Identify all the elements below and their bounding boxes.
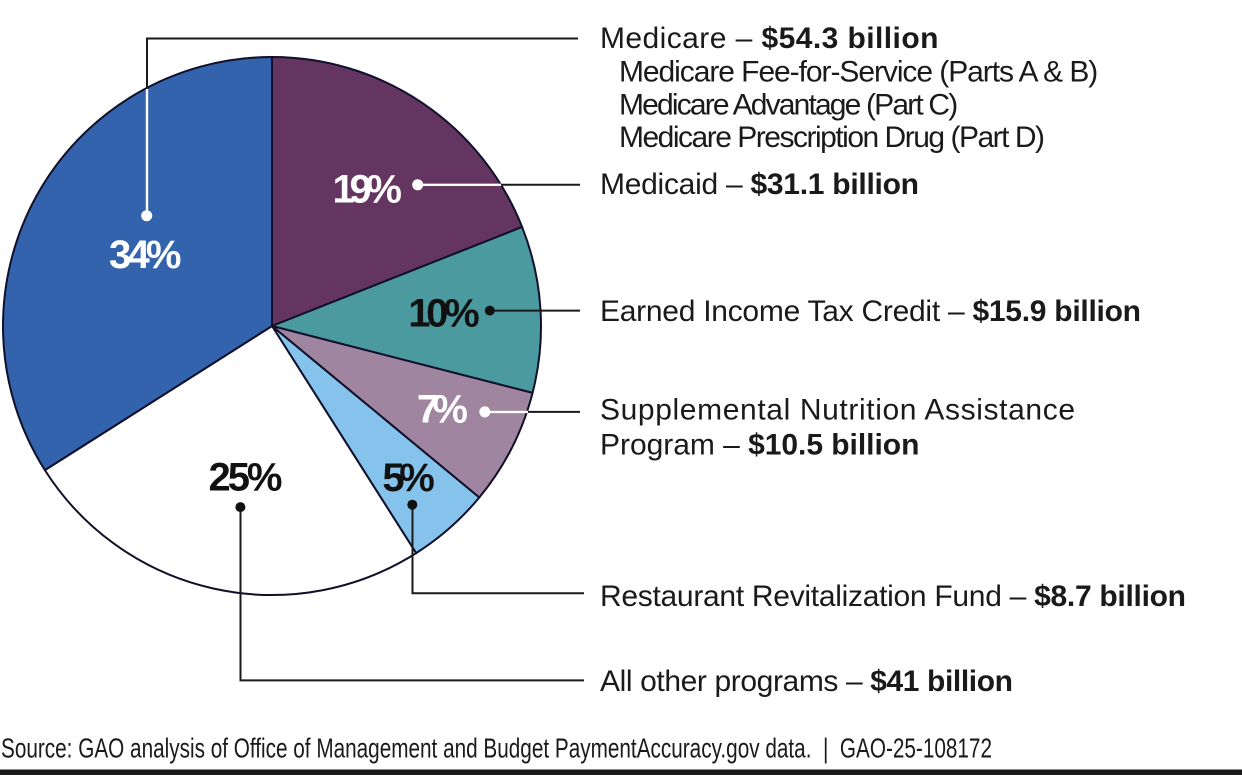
svg-text:19%: 19% xyxy=(333,167,403,211)
svg-text:Supplemental Nutrition Assista: Supplemental Nutrition Assistance xyxy=(600,394,1075,427)
svg-text:Program – $10.5 billion: Program – $10.5 billion xyxy=(600,428,919,461)
svg-text:34%: 34% xyxy=(109,233,182,277)
svg-text:Medicare Prescription Drug (Pa: Medicare Prescription Drug (Part D) xyxy=(619,121,1045,154)
svg-text:Medicare – $54.3 billion: Medicare – $54.3 billion xyxy=(600,22,938,55)
svg-text:25%: 25% xyxy=(209,456,283,500)
svg-text:Source: GAO analysis of Office: Source: GAO analysis of Office of Manage… xyxy=(1,733,992,764)
svg-text:7%: 7% xyxy=(417,388,468,432)
svg-text:All other programs – $41 billi: All other programs – $41 billion xyxy=(600,665,1013,698)
svg-text:10%: 10% xyxy=(408,291,480,335)
svg-text:Medicaid – $31.1 billion: Medicaid – $31.1 billion xyxy=(600,168,919,201)
svg-text:Medicare Fee-for-Service (Part: Medicare Fee-for-Service (Parts A & B) xyxy=(619,56,1098,89)
svg-text:Earned Income Tax Credit – $15: Earned Income Tax Credit – $15.9 billion xyxy=(600,295,1141,328)
svg-text:5%: 5% xyxy=(382,456,434,500)
svg-text:Medicare Advantage (Part C): Medicare Advantage (Part C) xyxy=(619,89,958,122)
svg-text:Restaurant Revitalization Fund: Restaurant Revitalization Fund – $8.7 bi… xyxy=(600,580,1186,613)
